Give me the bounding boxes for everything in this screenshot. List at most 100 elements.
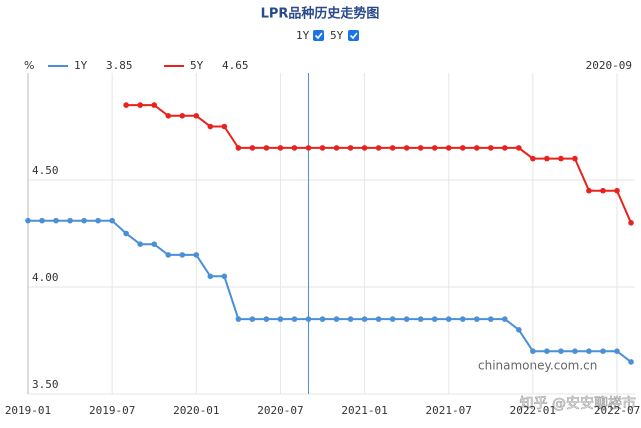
data-point [291,145,298,151]
data-point [600,187,606,194]
data-point [347,145,354,151]
data-point [403,145,410,151]
data-point [516,145,522,151]
series-line [28,219,632,363]
data-point [291,316,298,322]
data-point [319,316,326,322]
data-point [333,145,340,151]
data-point [53,217,59,224]
data-point [431,316,438,322]
data-point [221,273,228,280]
data-point [586,187,592,194]
data-point [235,316,242,322]
data-point [628,359,634,365]
checkbox[interactable] [348,30,359,41]
watermark: chinamoney.com.cn [478,359,597,373]
data-point [389,145,396,151]
data-point [305,316,312,322]
x-tick-label: 2020-01 [173,404,219,417]
data-point [417,145,424,151]
data-point [179,113,186,119]
data-point [193,252,200,258]
data-point [403,316,410,322]
data-point [459,316,466,322]
data-point [25,217,31,224]
legend-toggle-label: 1Y [296,29,310,42]
data-point [95,217,101,224]
x-tick-label: 2019-01 [5,404,51,417]
data-point [305,145,312,151]
data-point [530,348,536,355]
data-point [600,348,606,355]
cursor-label: 2020-09 [586,59,632,72]
legend-label: 1Y [74,59,88,72]
data-point [165,252,172,258]
x-tick-label: 2019-07 [89,404,135,417]
data-point [502,316,508,322]
data-point [375,316,382,322]
checkbox[interactable] [313,30,324,41]
y-tick-label: 4.50 [32,164,59,177]
data-point [221,123,228,130]
data-point [319,145,326,151]
data-point [473,316,480,322]
data-point [544,348,550,355]
data-point [277,145,284,151]
data-point [347,316,354,322]
data-point [502,145,508,151]
data-point [544,155,550,162]
data-point [459,145,466,151]
data-point [558,155,564,162]
data-point [249,316,256,322]
data-point [333,316,340,322]
data-point [530,155,536,162]
data-point [151,102,158,108]
y-tick-label: 4.00 [32,271,59,284]
watermark: 知乎 @安安聊楼市 [520,395,636,412]
data-point [516,327,522,333]
data-point [263,316,270,322]
data-point [137,102,143,108]
data-point [249,145,256,151]
data-point [487,145,494,151]
data-point [445,316,452,322]
data-point [123,102,129,108]
data-point [151,241,158,247]
x-tick-label: 2020-07 [257,404,303,417]
y-tick-label: 3.50 [32,378,59,391]
data-point [572,155,578,162]
data-point [137,241,143,247]
data-point [572,348,578,355]
x-tick-label: 2022-01 [510,404,556,417]
data-point [235,145,242,151]
data-point [123,230,129,237]
data-point [389,316,396,322]
series-line [126,104,632,224]
data-point [473,145,480,151]
legend-toggle-label: 5Y [330,29,344,42]
data-point [431,145,438,151]
data-point [361,316,368,322]
data-point [109,217,115,224]
data-point [361,145,368,151]
data-point [375,145,382,151]
x-tick-label: 2022-07 [594,404,640,417]
unit-label: % [24,59,34,72]
data-point [628,220,634,226]
data-point [558,348,564,355]
data-point [39,217,45,224]
data-point [193,113,200,119]
legend-value: 3.85 [106,59,133,72]
data-point [263,145,270,151]
data-point [445,145,452,151]
data-point [417,316,424,322]
data-point [586,348,592,355]
check [314,32,323,40]
data-point [277,316,284,322]
data-point [165,113,172,119]
data-point [67,217,73,224]
data-point [207,273,214,280]
chart-title: LPR品种历史走势图 [261,6,380,22]
data-point [207,123,214,130]
